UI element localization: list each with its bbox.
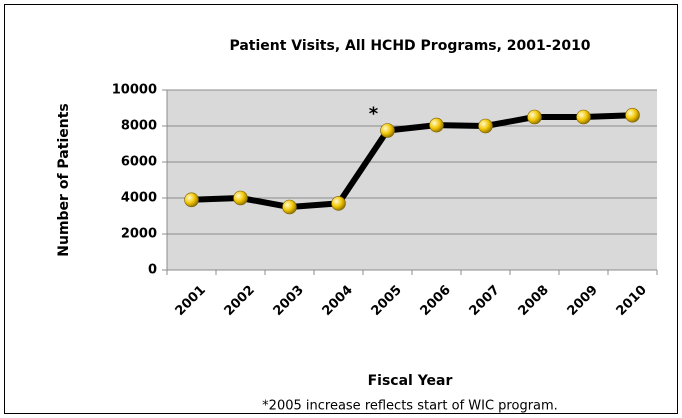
y-tick-label: 2000 xyxy=(121,227,157,242)
chart-title: Patient Visits, All HCHD Programs, 2001-… xyxy=(229,38,590,54)
y-tick-label: 4000 xyxy=(121,191,157,206)
footnote: *2005 increase reflects start of WIC pro… xyxy=(262,399,558,414)
y-tick-label: 0 xyxy=(148,263,157,278)
y-tick-label: 6000 xyxy=(121,155,157,170)
marker xyxy=(625,107,640,123)
marker xyxy=(282,199,297,215)
line xyxy=(191,112,633,210)
marker xyxy=(233,190,248,206)
x-axis-label: Fiscal Year xyxy=(368,373,453,389)
y-axis-label: Number of Patients xyxy=(56,103,72,256)
marker xyxy=(576,109,591,125)
marker xyxy=(184,192,199,208)
marker xyxy=(331,196,346,211)
marker xyxy=(380,123,395,138)
marker xyxy=(429,117,444,133)
annotation: * xyxy=(369,104,379,125)
marker xyxy=(478,118,493,134)
marker xyxy=(527,109,542,125)
y-tick-label: 10000 xyxy=(112,83,157,98)
y-tick-label: 8000 xyxy=(121,119,157,134)
